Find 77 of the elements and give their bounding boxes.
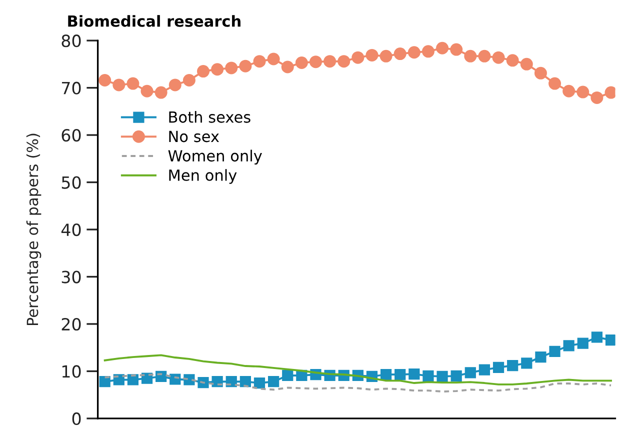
point xyxy=(590,91,604,104)
point xyxy=(98,74,112,86)
point xyxy=(309,56,322,68)
y-tick-label: 70 xyxy=(62,82,81,94)
point xyxy=(563,340,574,352)
point xyxy=(492,362,504,373)
point xyxy=(239,60,252,72)
point xyxy=(156,370,167,382)
point xyxy=(352,51,364,64)
point xyxy=(506,54,519,67)
point xyxy=(478,50,491,62)
point xyxy=(534,66,547,80)
point xyxy=(548,77,562,90)
chart-title: Biomedical research xyxy=(68,15,240,27)
y-axis-title: Percentage of papers (%) xyxy=(26,134,42,326)
point xyxy=(240,376,251,388)
point xyxy=(450,43,463,56)
point xyxy=(99,376,110,388)
y-tick-label: 40 xyxy=(61,223,81,236)
y-tick-label: 60 xyxy=(62,129,81,142)
point xyxy=(112,78,126,92)
point xyxy=(182,74,196,86)
y-tick-label: 50 xyxy=(62,176,81,189)
y-tick-label: 30 xyxy=(62,270,81,284)
y-tick-label: 10 xyxy=(62,365,81,378)
point xyxy=(127,374,139,386)
point xyxy=(253,55,266,68)
legend-label: Women only xyxy=(168,150,262,165)
point xyxy=(507,360,518,372)
point xyxy=(324,55,336,68)
point xyxy=(394,368,406,380)
point xyxy=(549,346,560,357)
point xyxy=(140,84,154,98)
point xyxy=(535,351,546,363)
line-series xyxy=(104,354,612,386)
point xyxy=(338,55,350,68)
y-tick-label: 0 xyxy=(72,412,81,426)
point xyxy=(254,377,266,389)
point xyxy=(282,370,294,382)
point xyxy=(154,86,168,99)
point xyxy=(211,63,224,76)
point xyxy=(380,368,392,380)
point xyxy=(422,370,434,382)
point xyxy=(126,77,140,90)
point xyxy=(422,45,434,58)
point xyxy=(281,60,294,74)
point xyxy=(521,358,532,369)
point xyxy=(170,374,181,385)
legend-label: Both sexes xyxy=(169,111,250,123)
point xyxy=(168,78,182,92)
y-tick-label: 80 xyxy=(62,34,81,48)
point xyxy=(295,56,308,70)
point xyxy=(268,376,280,388)
point xyxy=(408,368,420,380)
point xyxy=(394,48,406,60)
point xyxy=(577,338,588,349)
point xyxy=(464,367,476,378)
point xyxy=(576,86,590,98)
point xyxy=(267,52,280,66)
point xyxy=(450,370,462,382)
point xyxy=(366,48,378,62)
point xyxy=(436,370,448,382)
point xyxy=(380,50,392,62)
point xyxy=(520,58,533,70)
y-tick-label: 20 xyxy=(62,318,81,331)
point xyxy=(225,62,238,74)
point xyxy=(478,364,490,376)
point xyxy=(197,65,210,78)
point xyxy=(408,46,420,59)
point xyxy=(591,332,603,343)
legend-label: No sex xyxy=(169,130,219,142)
point xyxy=(492,51,505,64)
legend-label: Men only xyxy=(169,169,237,184)
point xyxy=(562,84,576,98)
point xyxy=(436,42,449,54)
point xyxy=(605,334,616,346)
point xyxy=(464,50,477,62)
